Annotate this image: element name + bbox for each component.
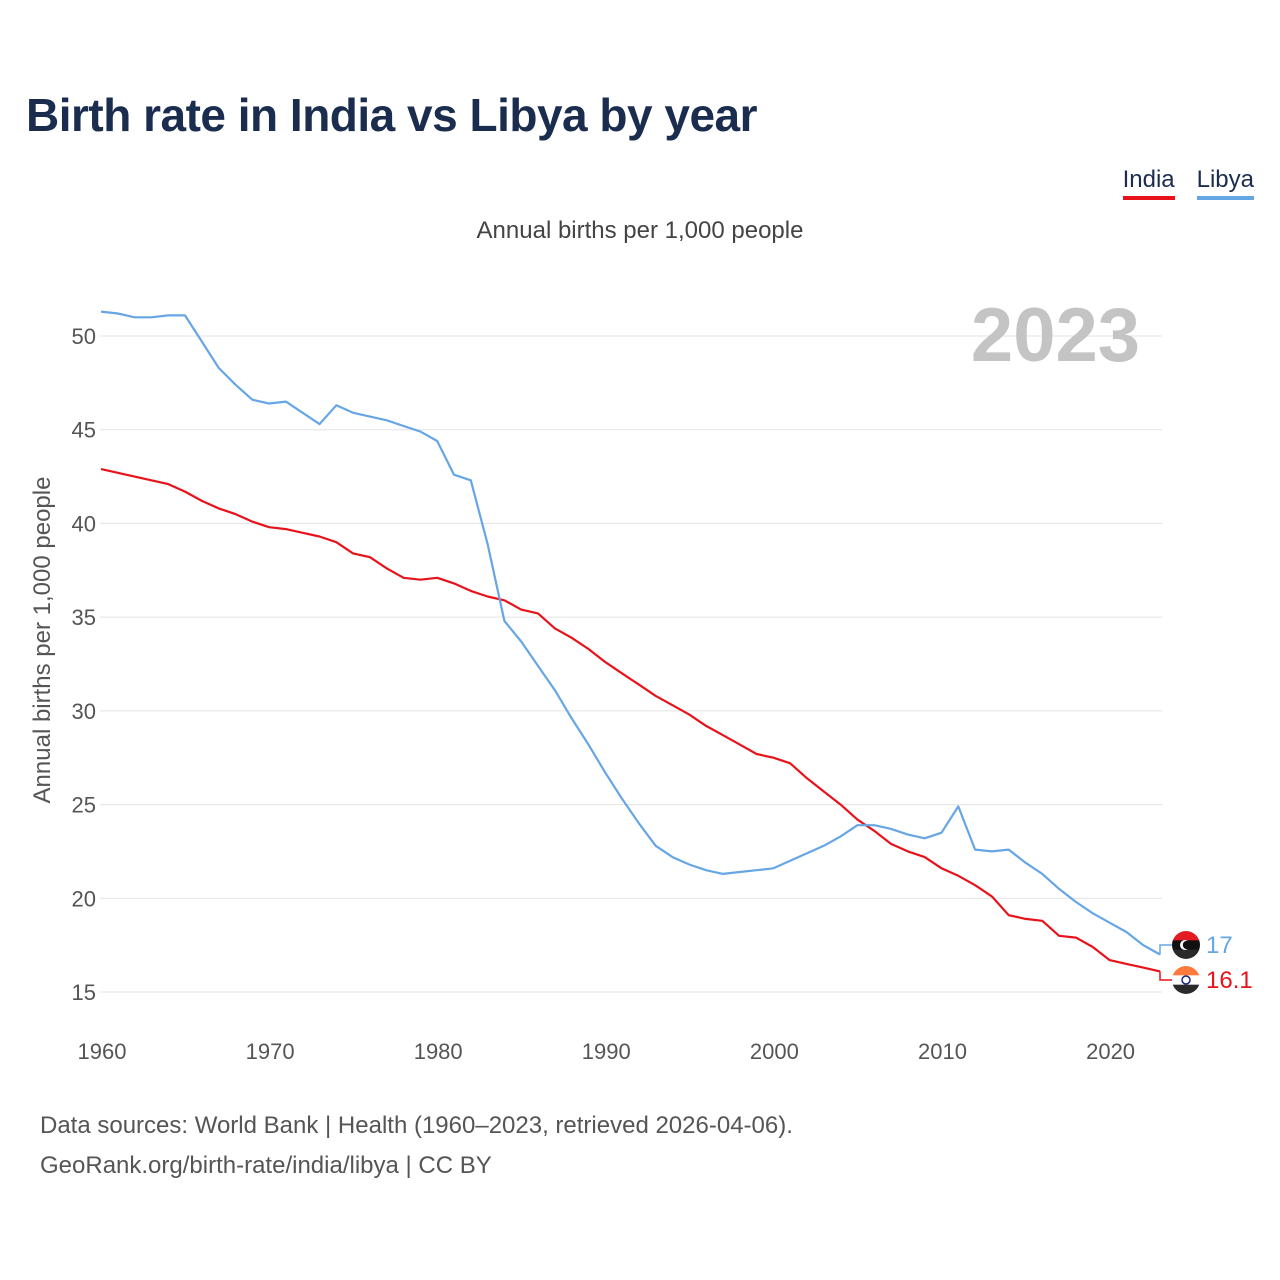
x-tick-label: 1990 [582,1039,631,1064]
end-value-label-india: 16.1 [1206,967,1253,994]
y-tick-label: 20 [72,886,96,911]
y-tick-label: 45 [72,418,96,443]
x-tick-label: 2010 [918,1039,967,1064]
legend-item-india[interactable]: India [1122,166,1175,200]
x-tick-label: 2000 [750,1039,799,1064]
source-link[interactable]: GeoRank.org/birth-rate/india/libya | CC … [40,1152,492,1179]
end-markers: 16.1 17 [1159,931,1253,994]
y-tick-label: 50 [72,324,96,349]
end-connector-libya [1159,944,1172,955]
india-flag-icon [1172,966,1200,994]
gridlines [100,335,1162,993]
series-line-india [100,468,1161,973]
x-tick-label: 2020 [1086,1039,1135,1064]
line-chart: 15 20 25 30 35 40 45 50 1960 1970 1980 1990 2000 201… [29,293,1253,1064]
end-value-label-libya: 17 [1206,932,1233,959]
series-line-libya [100,310,1161,956]
y-tick-label: 40 [72,511,96,536]
legend-item-libya[interactable]: Libya [1196,166,1254,200]
end-connector-india [1159,971,1172,981]
data-sources-text: Data sources: World Bank | Health (1960–… [40,1112,793,1139]
footer: Data sources: World Bank | Health (1960–… [40,1106,793,1186]
y-tick-label: 30 [72,699,96,724]
libya-flag-icon [1172,931,1200,959]
chart-subtitle: Annual births per 1,000 people [476,217,804,244]
x-axis-ticks: 1960 1970 1980 1990 2000 2010 2020 [78,1039,1136,1064]
y-tick-label: 15 [72,980,96,1005]
y-axis-label: Annual births per 1,000 people [29,477,56,804]
page-title: Birth rate in India vs Libya by year [26,89,758,141]
y-axis-ticks: 15 20 25 30 35 40 45 50 [72,324,96,1005]
x-tick-label: 1960 [78,1039,127,1064]
series-lines [100,310,1161,973]
year-label: 2023 [971,293,1140,378]
legend: India Libya [1122,166,1254,200]
y-tick-label: 25 [72,793,96,818]
x-tick-label: 1970 [246,1039,295,1064]
y-tick-label: 35 [72,605,96,630]
x-tick-label: 1980 [414,1039,463,1064]
